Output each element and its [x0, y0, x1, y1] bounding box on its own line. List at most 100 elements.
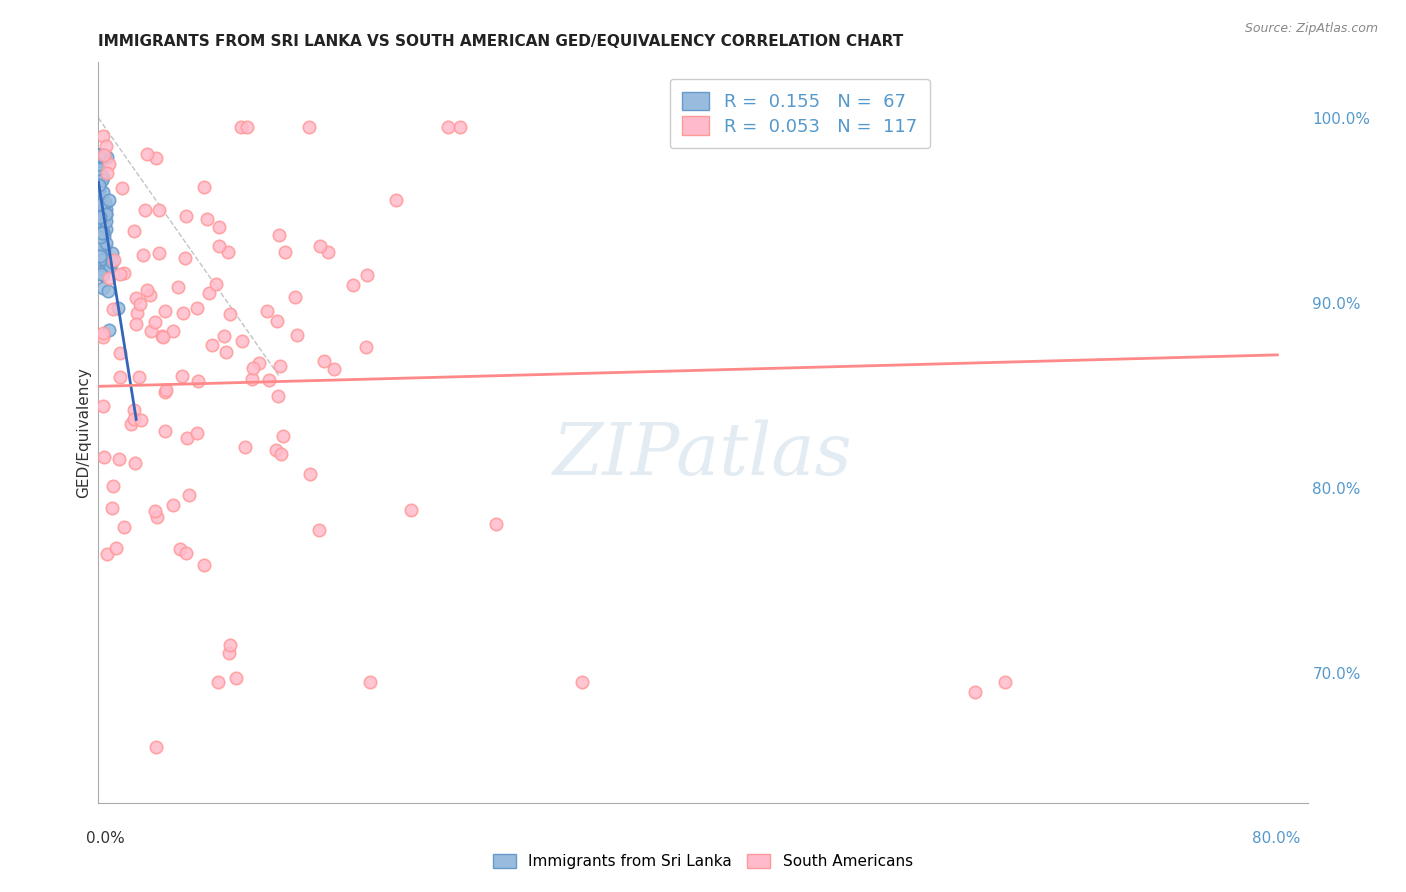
- Point: [208, 239, 231, 253]
- Point: [169, 541, 191, 556]
- Point: [103, 479, 125, 493]
- Point: [285, 328, 308, 343]
- Point: [93, 241, 115, 255]
- Point: [187, 374, 209, 388]
- Point: [101, 245, 124, 260]
- Point: [177, 488, 200, 502]
- Point: [131, 413, 153, 427]
- Point: [298, 120, 321, 135]
- Point: [98, 193, 121, 207]
- Point: [89, 161, 111, 176]
- Point: [96, 166, 118, 180]
- Point: [150, 329, 173, 343]
- Point: [90, 169, 112, 183]
- Point: [141, 324, 163, 338]
- Point: [316, 245, 339, 260]
- Point: [218, 638, 240, 652]
- Text: IMMIGRANTS FROM SRI LANKA VS SOUTH AMERICAN GED/EQUIVALENCY CORRELATION CHART: IMMIGRANTS FROM SRI LANKA VS SOUTH AMERI…: [98, 34, 904, 49]
- Point: [174, 546, 197, 560]
- Point: [90, 226, 112, 240]
- Point: [98, 323, 121, 337]
- Point: [170, 369, 193, 384]
- Point: [356, 340, 378, 354]
- Point: [93, 450, 115, 465]
- Point: [208, 219, 231, 234]
- Point: [89, 183, 111, 197]
- Point: [172, 306, 194, 320]
- Point: [93, 252, 115, 267]
- Point: [267, 389, 290, 403]
- Point: [148, 202, 170, 217]
- Point: [89, 229, 111, 244]
- Point: [114, 266, 136, 280]
- Point: [218, 646, 240, 660]
- Point: [122, 224, 145, 238]
- Point: [162, 324, 184, 338]
- Point: [89, 154, 111, 169]
- Point: [197, 285, 219, 300]
- Point: [89, 148, 111, 162]
- Point: [143, 504, 166, 518]
- Point: [89, 211, 111, 225]
- Point: [94, 202, 117, 217]
- Point: [91, 330, 114, 344]
- Point: [298, 467, 321, 481]
- Point: [91, 281, 114, 295]
- Point: [125, 318, 148, 332]
- Point: [90, 204, 112, 219]
- Point: [91, 225, 114, 239]
- Point: [112, 519, 135, 533]
- Point: [90, 197, 112, 211]
- Legend: Immigrants from Sri Lanka, South Americans: Immigrants from Sri Lanka, South America…: [486, 848, 920, 875]
- Point: [89, 180, 111, 194]
- Point: [94, 138, 117, 153]
- Point: [231, 334, 253, 348]
- Point: [240, 372, 263, 386]
- Point: [195, 211, 218, 226]
- Point: [96, 235, 118, 250]
- Point: [229, 120, 252, 135]
- Point: [89, 148, 111, 162]
- Point: [399, 503, 422, 517]
- Point: [124, 456, 146, 470]
- Point: [204, 277, 226, 291]
- Point: [90, 237, 112, 252]
- Point: [200, 337, 222, 351]
- Point: [90, 253, 112, 268]
- Point: [270, 447, 292, 461]
- Point: [174, 210, 197, 224]
- Point: [110, 268, 132, 282]
- Point: [186, 425, 208, 440]
- Point: [125, 292, 148, 306]
- Point: [155, 383, 177, 397]
- Point: [148, 246, 170, 260]
- Point: [96, 214, 118, 228]
- Point: [89, 228, 111, 243]
- Point: [101, 501, 124, 516]
- Point: [308, 239, 330, 253]
- Point: [145, 151, 167, 165]
- Point: [89, 206, 111, 220]
- Point: [89, 148, 111, 162]
- Point: [233, 440, 256, 454]
- Point: [135, 147, 157, 161]
- Point: [104, 541, 127, 556]
- Point: [360, 675, 382, 690]
- Point: [89, 170, 111, 185]
- Point: [94, 222, 117, 236]
- Point: [155, 424, 177, 438]
- Point: [89, 148, 111, 162]
- Legend: R =  0.155   N =  67, R =  0.053   N =  117: R = 0.155 N = 67, R = 0.053 N = 117: [669, 78, 929, 148]
- Point: [91, 185, 114, 199]
- Point: [994, 675, 1017, 690]
- Point: [108, 452, 131, 467]
- Point: [98, 260, 121, 274]
- Point: [103, 253, 125, 268]
- Point: [89, 148, 111, 162]
- Point: [146, 510, 169, 524]
- Point: [162, 498, 184, 512]
- Point: [89, 249, 111, 263]
- Point: [271, 429, 294, 443]
- Point: [94, 195, 117, 210]
- Point: [356, 268, 378, 282]
